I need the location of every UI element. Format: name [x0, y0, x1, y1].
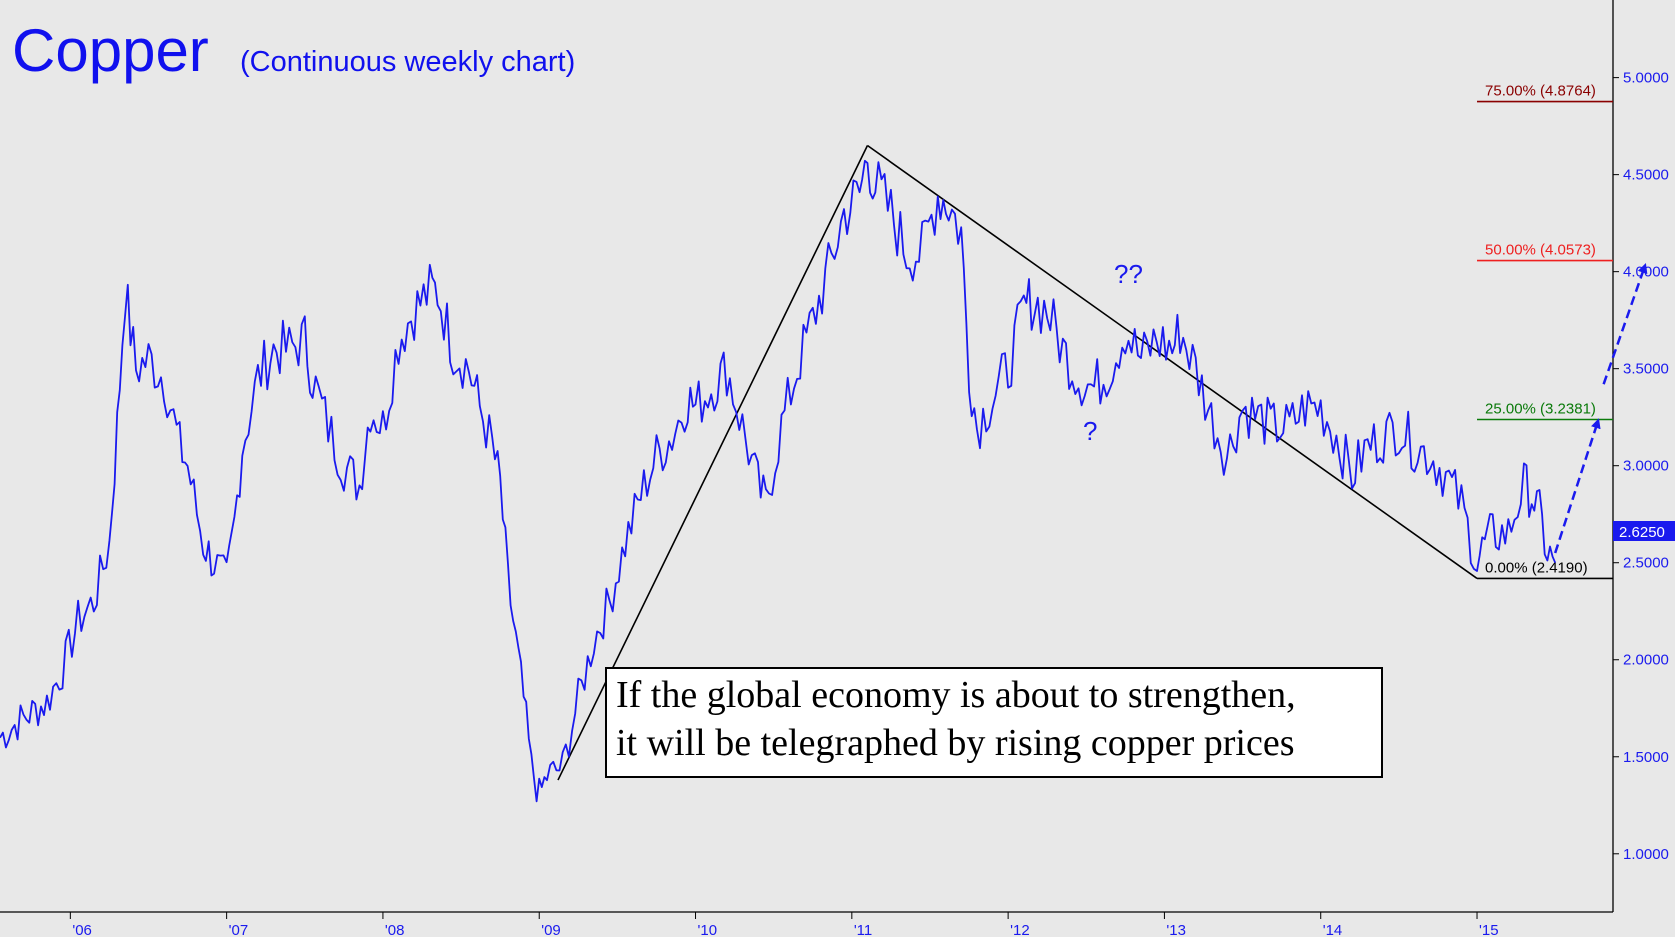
x-axis-ticks: '06 '07 '08 '09 '10 '11 '12 '13 '14 '15: [69, 912, 1499, 937]
price-series: [0, 159, 1557, 803]
question-mark-single: ?: [1083, 416, 1097, 446]
chart-title: Copper: [12, 17, 209, 84]
x-tick-label: '08: [385, 922, 405, 937]
y-axis-ticks: 1.0000 1.5000 2.0000 2.5000 3.0000 3.5000 4.00…: [1613, 70, 1669, 863]
x-tick-label: '09: [541, 922, 561, 937]
note-line-1: If the global economy is about to streng…: [616, 674, 1296, 716]
x-tick-label: '10: [698, 922, 718, 937]
last-price-badge: 2.6250: [1619, 524, 1665, 541]
question-mark-double: ??: [1114, 259, 1143, 289]
x-tick-label: '11: [854, 922, 872, 937]
chart-subtitle: (Continuous weekly chart): [240, 46, 575, 78]
y-tick-label: 4.5000: [1623, 167, 1669, 184]
last-price-badge-bg: [1613, 521, 1675, 541]
x-tick-label: '06: [72, 922, 92, 937]
y-tick-label: 1.5000: [1623, 749, 1669, 766]
x-tick-label: '07: [229, 922, 249, 937]
projection-arrow-1: [1553, 418, 1601, 554]
fib-level-label: 0.00% (2.4190): [1485, 559, 1588, 576]
fib-level-label: 75.00% (4.8764): [1485, 83, 1596, 100]
fib-level-label: 50.00% (4.0573): [1485, 242, 1596, 259]
price-line: [0, 159, 1557, 803]
fib-level-label: 25.00% (3.2381): [1485, 401, 1596, 418]
y-tick-label: 4.0000: [1623, 264, 1669, 281]
projection-arrows: [1553, 263, 1648, 554]
y-tick-label: 3.0000: [1623, 458, 1669, 475]
y-tick-label: 1.0000: [1623, 846, 1669, 863]
y-tick-label: 3.5000: [1623, 361, 1669, 378]
note-line-2: it will be telegraphed by rising copper …: [616, 722, 1295, 764]
y-tick-label: 5.0000: [1623, 70, 1669, 87]
projection-arrow-2: [1602, 263, 1648, 385]
fibonacci-levels: 75.00% (4.8764) 50.00% (4.0573) 25.00% (3.…: [1477, 83, 1613, 580]
y-tick-label: 2.5000: [1623, 555, 1669, 572]
trend-line-down: [866, 144, 1478, 580]
x-tick-label: '14: [1323, 922, 1343, 937]
x-tick-label: '15: [1479, 922, 1499, 937]
note-box: [605, 667, 1383, 778]
y-tick-label: 2.0000: [1623, 652, 1669, 669]
x-tick-label: '13: [1166, 922, 1186, 937]
x-tick-label: '12: [1010, 922, 1030, 937]
